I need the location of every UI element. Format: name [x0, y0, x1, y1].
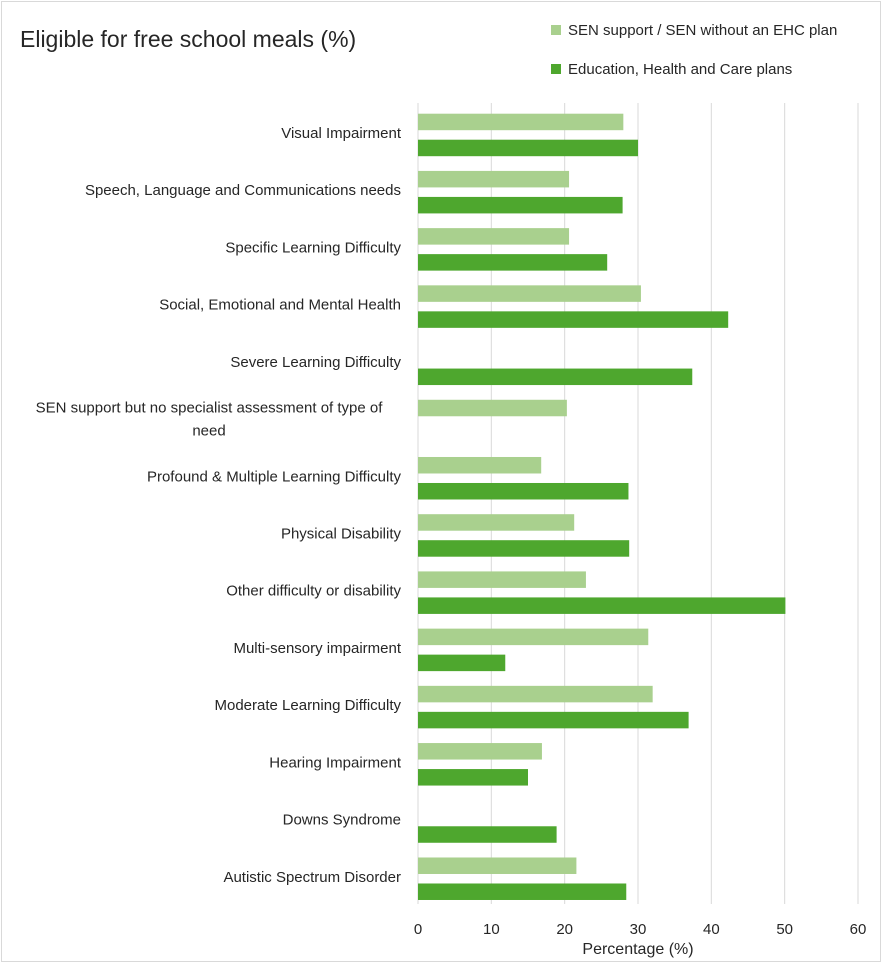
bar-sen-support	[418, 228, 570, 245]
x-tick-label: 40	[703, 921, 720, 938]
bar-ehc-plans	[418, 597, 786, 614]
bar-sen-support	[418, 743, 542, 760]
bars	[418, 113, 786, 900]
category-label: Severe Learning Difficulty	[230, 354, 401, 371]
bar-sen-support	[418, 399, 567, 417]
category-label: Downs Syndrome	[283, 812, 401, 829]
x-tick-label: 10	[483, 921, 500, 938]
bar-ehc-plans	[418, 826, 557, 843]
bar-ehc-plans	[418, 769, 528, 786]
bar-ehc-plans	[418, 883, 627, 900]
legend-label-ehc-plans: Education, Health and Care plans	[568, 60, 793, 78]
category-label: Specific Learning Difficulty	[225, 239, 401, 256]
x-tick-label: 50	[776, 921, 793, 938]
bar-ehc-plans	[418, 368, 693, 386]
bar-ehc-plans	[418, 711, 689, 729]
bar-sen-support	[418, 285, 641, 302]
bar-ehc-plans	[418, 311, 729, 328]
bar-ehc-plans	[418, 139, 638, 157]
x-tick-label: 30	[630, 921, 647, 938]
legend-swatch-sen-support	[551, 25, 561, 35]
bar-sen-support	[418, 857, 577, 874]
bar-ehc-plans	[418, 654, 506, 672]
bar-ehc-plans	[418, 254, 608, 271]
category-label: Autistic Spectrum Disorder	[223, 869, 401, 886]
category-label: Other difficulty or disability	[226, 583, 401, 600]
category-label: Social, Emotional and Mental Health	[159, 297, 401, 314]
x-tick-label: 60	[850, 921, 867, 938]
category-label: Moderate Learning Difficulty	[215, 697, 402, 714]
x-tick-labels: 0 10 20 30 40 50 60	[414, 921, 867, 938]
category-label: Speech, Language and Communications need…	[85, 182, 401, 199]
bar-sen-support	[418, 456, 542, 474]
bar-sen-support	[418, 113, 624, 131]
bar-sen-support	[418, 571, 586, 588]
category-label: Hearing Impairment	[269, 754, 402, 771]
bar-ehc-plans	[418, 196, 623, 214]
category-label: SEN support but no specialist assessment…	[36, 400, 384, 440]
category-label: Physical Disability	[281, 526, 402, 543]
bar-sen-support	[418, 514, 575, 531]
x-axis-title: Percentage (%)	[582, 941, 693, 958]
x-tick-label: 0	[414, 921, 422, 938]
legend-item-ehc-plans: Education, Health and Care plans	[551, 59, 792, 79]
category-label: Profound & Multiple Learning Difficulty	[147, 468, 402, 485]
bar-sen-support	[418, 170, 570, 188]
legend-item-sen-support: SEN support / SEN without an EHC plan	[551, 20, 837, 40]
bar-ehc-plans	[418, 482, 629, 500]
legend-label-sen-support: SEN support / SEN without an EHC plan	[568, 21, 838, 39]
bar-sen-support	[418, 628, 649, 646]
category-label: Multi-sensory impairment	[233, 640, 401, 657]
category-label: Visual Impairment	[281, 125, 402, 142]
chart-title: Eligible for free school meals (%)	[20, 26, 357, 52]
category-labels: Visual Impairment Speech, Language and Co…	[36, 125, 402, 886]
bar-ehc-plans	[418, 540, 630, 557]
x-tick-label: 20	[556, 921, 573, 938]
bar-sen-support	[418, 685, 653, 703]
legend-swatch-ehc-plans	[551, 64, 561, 74]
